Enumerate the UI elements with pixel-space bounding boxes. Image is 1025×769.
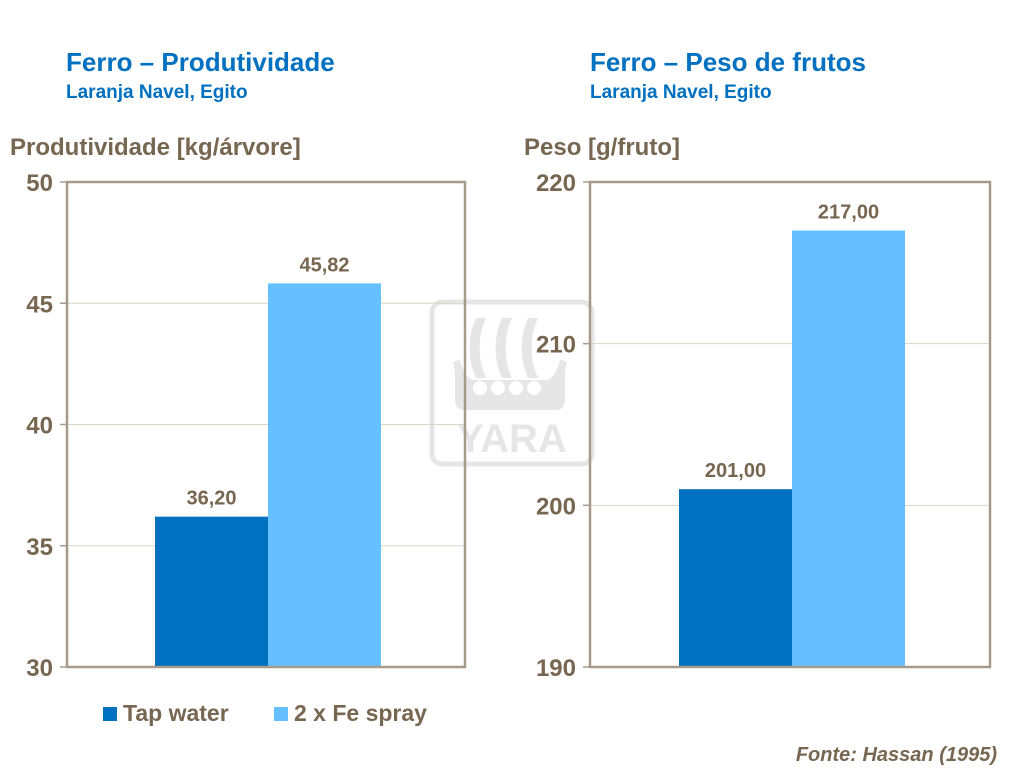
bar-fe-spray: [268, 283, 381, 667]
chart-produtividade: 30 35 40 45 50 36,20 45,82: [26, 170, 467, 682]
legend-label: Tap water: [123, 700, 229, 726]
plot-frame: [65, 180, 467, 669]
y-tick-label: 210: [536, 332, 576, 359]
legend-swatch-tap-water: [103, 707, 117, 721]
y-tick-label: 40: [26, 413, 53, 440]
source-note: Fonte: Hassan (1995): [795, 744, 997, 766]
data-label: 45,82: [299, 254, 349, 276]
y-tick-label: 50: [26, 170, 53, 197]
yara-watermark-logo: YARA: [429, 299, 595, 467]
y-axis-label-right: Peso [g/fruto]: [524, 134, 680, 161]
y-tick-label: 220: [536, 170, 576, 197]
data-label: 36,20: [186, 488, 236, 510]
legend-label: 2 x Fe spray: [294, 700, 427, 726]
chart-title-right: Ferro – Peso de frutos: [590, 47, 866, 77]
y-axis-label-left: Produtividade [kg/árvore]: [10, 134, 301, 161]
chart-subtitle-left: Laranja Navel, Egito: [66, 82, 248, 103]
y-tick-label: 200: [536, 493, 576, 520]
y-tick-label: 35: [26, 534, 53, 561]
y-tick-label: 190: [536, 655, 576, 682]
bar-tap-water: [155, 516, 268, 667]
bar-fe-spray: [792, 230, 905, 667]
watermark-text: YARA: [457, 417, 567, 461]
data-label: 201,00: [705, 460, 766, 482]
y-tick-label: 45: [26, 291, 53, 318]
legend-item-tap-water: Tap water: [103, 700, 229, 727]
chart-peso-frutos: 190 200 210 220 201,00 217,00: [536, 170, 992, 682]
chart-title-left: Ferro – Produtividade: [66, 47, 335, 77]
chart-subtitle-right: Laranja Navel, Egito: [590, 82, 772, 103]
legend-item-fe-spray: 2 x Fe spray: [274, 700, 427, 727]
y-tick-label: 30: [26, 655, 53, 682]
legend-swatch-fe-spray: [274, 707, 288, 721]
data-label: 217,00: [818, 202, 879, 224]
plot-frame: [588, 180, 992, 669]
bar-tap-water: [679, 489, 792, 667]
